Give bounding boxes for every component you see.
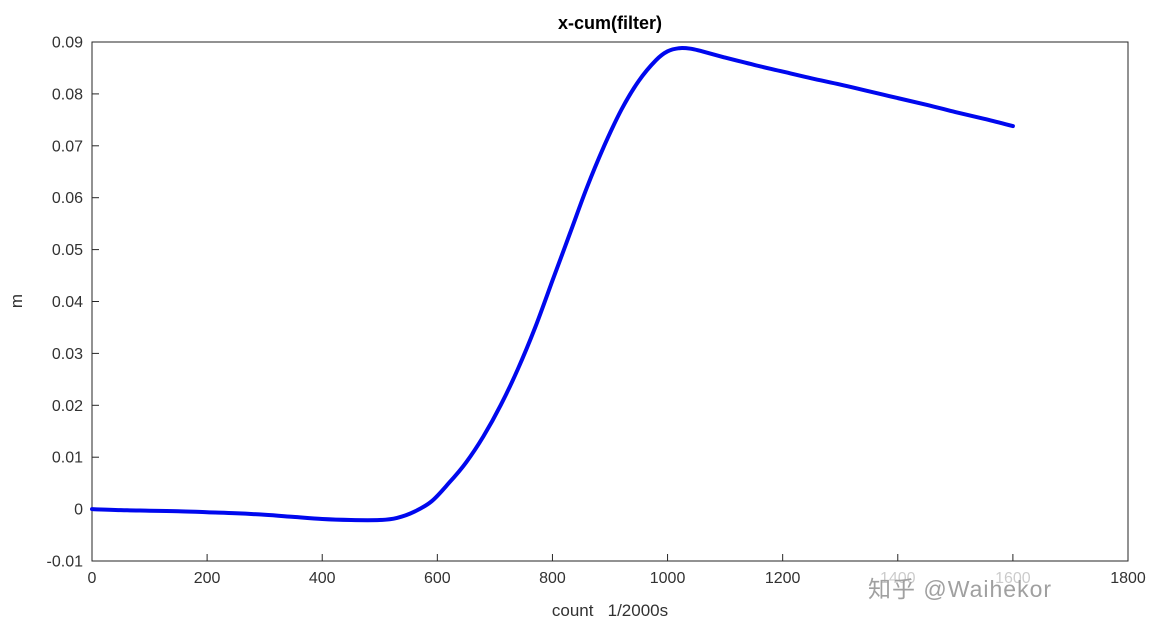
y-tick-label: 0.09 <box>52 35 83 52</box>
axis-box <box>91 41 1129 562</box>
y-tick-label: 0.05 <box>52 242 83 259</box>
y-tick-label: 0.06 <box>52 190 83 207</box>
data-series <box>90 46 1015 523</box>
y-tick-label: 0.08 <box>52 86 83 103</box>
y-tick-label: 0.02 <box>52 398 83 415</box>
x-tick-label: 0 <box>88 570 97 587</box>
y-tick-label: 0.04 <box>52 294 83 311</box>
y-tick-label: 0.03 <box>52 346 83 363</box>
series-line <box>90 46 1015 523</box>
y-tick-label: 0.01 <box>52 450 83 467</box>
x-tick-label: 600 <box>424 570 451 587</box>
x-tick-label: 1000 <box>650 570 686 587</box>
x-axis-label: count 1/2000s <box>552 601 668 620</box>
x-tick-label: 800 <box>539 570 566 587</box>
y-tick-label: 0 <box>74 502 83 519</box>
x-tick-label: 1200 <box>765 570 801 587</box>
watermark: 知乎 @Waihekor <box>858 568 1063 608</box>
x-tick-label: 1800 <box>1110 570 1146 587</box>
y-tick-label: 0.07 <box>52 138 83 155</box>
chart-title: x-cum(filter) <box>558 13 662 33</box>
x-tick-label: 200 <box>194 570 221 587</box>
y-tick-label: -0.01 <box>47 554 84 571</box>
x-tick-label: 400 <box>309 570 336 587</box>
y-axis-label: m <box>7 294 26 308</box>
